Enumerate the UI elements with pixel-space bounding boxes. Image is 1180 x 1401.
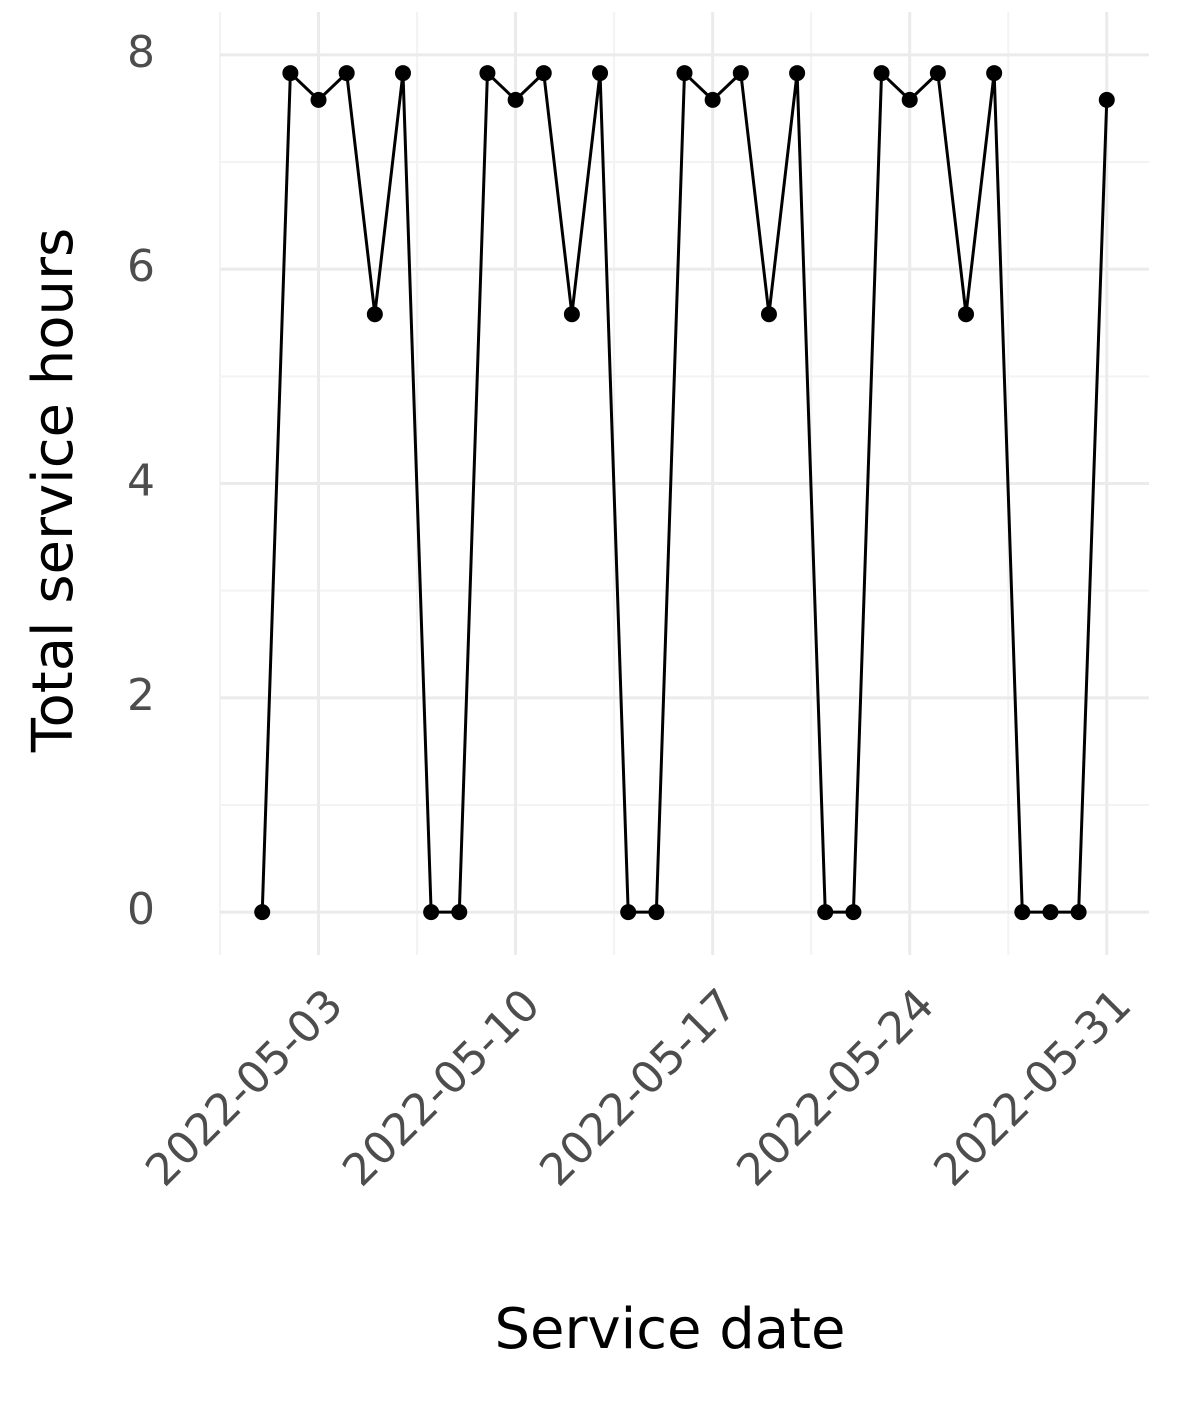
data-point bbox=[451, 904, 468, 921]
data-point bbox=[648, 904, 665, 921]
data-point bbox=[986, 65, 1003, 82]
x-tick-label: 2022-05-10 bbox=[333, 979, 550, 1196]
data-point bbox=[310, 91, 327, 108]
data-point bbox=[958, 306, 975, 323]
x-tick-label: 2022-05-31 bbox=[924, 979, 1141, 1196]
y-tick-label: 4 bbox=[127, 456, 155, 507]
data-point bbox=[535, 65, 552, 82]
data-point bbox=[732, 65, 749, 82]
data-point bbox=[423, 904, 440, 921]
data-point bbox=[366, 306, 383, 323]
data-point bbox=[873, 65, 890, 82]
y-tick-label: 6 bbox=[127, 241, 155, 292]
data-point bbox=[563, 306, 580, 323]
data-point bbox=[1042, 904, 1059, 921]
data-point bbox=[394, 65, 411, 82]
data-point bbox=[507, 91, 524, 108]
y-tick-label: 8 bbox=[127, 27, 155, 78]
data-point bbox=[676, 65, 693, 82]
data-point bbox=[254, 904, 271, 921]
labels: 024682022-05-032022-05-102022-05-172022-… bbox=[127, 27, 1141, 1196]
grid bbox=[219, 12, 1149, 955]
data-point bbox=[338, 65, 355, 82]
x-axis-title: Service date bbox=[494, 1297, 845, 1362]
data-point bbox=[704, 91, 721, 108]
y-axis-title: Total service hours bbox=[21, 228, 86, 753]
data-point bbox=[1098, 91, 1115, 108]
data-point bbox=[620, 904, 637, 921]
y-tick-label: 0 bbox=[127, 884, 155, 935]
data-point bbox=[760, 306, 777, 323]
x-tick-label: 2022-05-03 bbox=[136, 979, 353, 1196]
data-point bbox=[929, 65, 946, 82]
data-point bbox=[1070, 904, 1087, 921]
y-tick-label: 2 bbox=[127, 670, 155, 721]
data-point bbox=[1014, 904, 1031, 921]
data-point bbox=[817, 904, 834, 921]
marks bbox=[254, 65, 1115, 921]
data-point bbox=[592, 65, 609, 82]
data-point bbox=[479, 65, 496, 82]
data-line bbox=[260, 69, 1109, 914]
data-point bbox=[282, 65, 299, 82]
x-tick-label: 2022-05-24 bbox=[727, 979, 944, 1196]
x-tick-label: 2022-05-17 bbox=[530, 979, 747, 1196]
data-point bbox=[845, 904, 862, 921]
data-point bbox=[901, 91, 918, 108]
data-point bbox=[789, 65, 806, 82]
